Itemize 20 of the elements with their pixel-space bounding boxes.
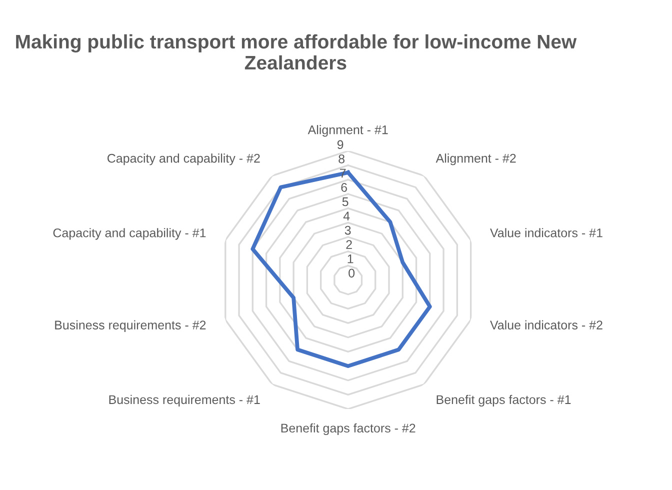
y-tick-label: 0 (348, 268, 355, 278)
spoke-label: Business requirements - #2 (55, 320, 206, 332)
spoke-label: Value indicators - #1 (490, 228, 602, 238)
y-tick-label: 8 (338, 154, 345, 164)
y-tick-label: 2 (346, 240, 352, 249)
y-tick-label: 5 (342, 197, 348, 206)
spoke-label: Business requirements - #1 (109, 394, 260, 407)
y-tick-label: 4 (343, 212, 350, 220)
y-tick-label: 9 (337, 140, 344, 150)
chart-title: Making public transport more affordable for low-income New Zealanders (16, 34, 577, 70)
spoke-label: Benefit gaps factors - #2 (281, 423, 416, 436)
spoke-label: Alignment - #2 (436, 154, 516, 166)
spoke-label: Alignment - #1 (308, 125, 388, 137)
y-tick-label: 6 (341, 183, 347, 192)
spoke-label: Value indicators - #2 (490, 320, 602, 330)
spoke-label: Capacity and capability - #1 (53, 228, 206, 240)
spoke-label: Benefit gaps factors - #1 (436, 394, 571, 407)
y-tick-label: 3 (344, 226, 351, 235)
y-tick-label: 1 (348, 254, 354, 264)
spoke-label: Capacity and capability - #2 (108, 154, 260, 166)
